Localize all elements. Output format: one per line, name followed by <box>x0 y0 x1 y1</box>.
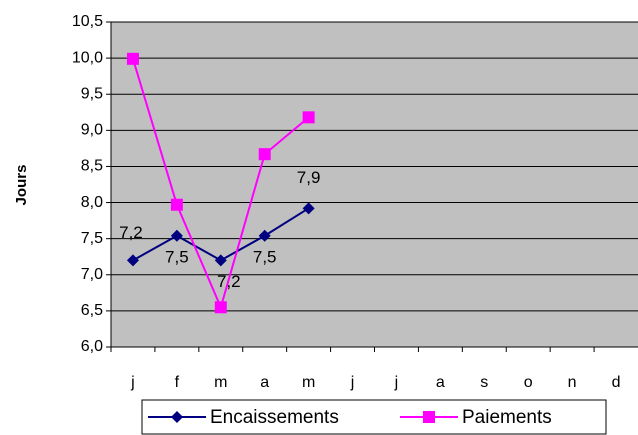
x-tick-label: f <box>175 374 180 391</box>
y-tick-label: 9,0 <box>81 122 103 139</box>
legend-marker <box>171 411 183 423</box>
legend-symbol <box>423 411 435 423</box>
data-label: 7,5 <box>165 247 189 266</box>
x-tick-label: m <box>302 374 315 391</box>
y-tick-label: 6,0 <box>81 338 103 355</box>
data-label: 7,9 <box>297 168 321 187</box>
legend: Encaissements Paiements <box>141 399 607 435</box>
x-tick-label: n <box>568 374 577 391</box>
y-tick-label: 8,0 <box>81 194 103 211</box>
data-label: 7,2 <box>119 223 143 242</box>
data-point <box>302 202 315 215</box>
legend-symbol <box>171 411 183 423</box>
y-tick-label: 9,5 <box>81 85 103 102</box>
data-point <box>258 148 271 161</box>
x-tick-label: s <box>480 374 488 391</box>
y-axis-label: Jours <box>13 165 30 206</box>
data-point <box>170 229 183 242</box>
data-point <box>126 52 139 65</box>
x-tick-label: m <box>214 374 227 391</box>
data-label: 7,5 <box>253 247 277 266</box>
x-tick-label: j <box>130 374 135 391</box>
y-tick-label: 7,0 <box>81 266 103 283</box>
legend-label: Encaissements <box>210 407 339 428</box>
data-point <box>214 301 227 314</box>
legend-box <box>141 399 607 435</box>
data-point <box>214 254 227 267</box>
legend-marker <box>423 411 435 423</box>
legend-label: Paiements <box>462 407 552 428</box>
data-point <box>302 111 315 124</box>
data-point <box>126 254 139 267</box>
y-tick-label: 8,5 <box>81 158 103 175</box>
x-tick-label: j <box>394 374 399 391</box>
y-tick-label: 7,5 <box>81 230 103 247</box>
data-point <box>258 229 271 242</box>
data-point <box>170 198 183 211</box>
y-tick-label: 10,5 <box>72 13 103 30</box>
y-tick-label: 6,5 <box>81 302 103 319</box>
plot-area <box>111 22 638 347</box>
x-tick-label: j <box>350 374 355 391</box>
y-tick-label: 10,0 <box>72 49 103 66</box>
x-tick-label: d <box>612 374 621 391</box>
x-tick-label: o <box>524 374 533 391</box>
x-tick-label: a <box>436 374 445 391</box>
x-tick-label: a <box>260 374 269 391</box>
